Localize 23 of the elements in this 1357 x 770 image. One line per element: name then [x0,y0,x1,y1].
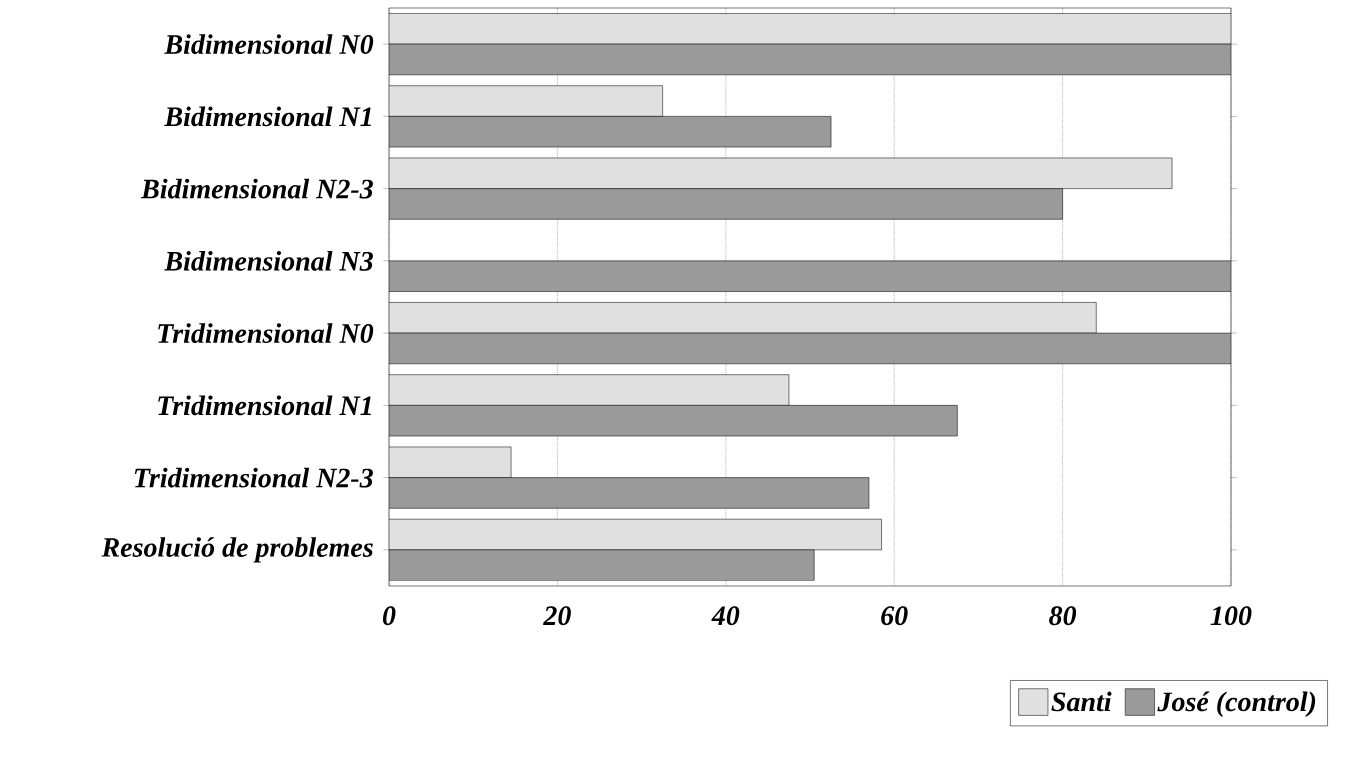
legend-label: Santi [1051,691,1112,712]
bar [389,85,663,117]
legend-label: José (control) [1157,691,1316,717]
y-tick-label: Resolució de problemes [101,537,373,563]
bar [389,374,790,406]
x-tick-label: 60 [881,606,908,626]
bar [389,13,1231,45]
y-tick-label: Bidimensional N3 [164,251,373,271]
x-tick-label: 0 [382,606,396,626]
y-tick-label: Tridimensional N0 [158,323,374,343]
y-tick-label: Bidimensional N0 [164,34,374,54]
x-tick-label: 80 [1049,606,1077,626]
bar [389,518,882,551]
bar [389,157,1173,189]
y-tick-label: Tridimensional N1 [158,395,371,416]
x-tick-label: 40 [711,606,740,626]
x-tick-label: 20 [543,606,571,626]
y-tick-label: Bidimensional N2-3 [140,178,373,199]
x-tick-label: 100 [1210,606,1252,626]
bar [389,446,512,478]
bar [389,302,1097,334]
y-tick-label: Bidimensional N1 [164,106,371,127]
y-tick-label: Tridimensional N2-3 [134,467,373,488]
